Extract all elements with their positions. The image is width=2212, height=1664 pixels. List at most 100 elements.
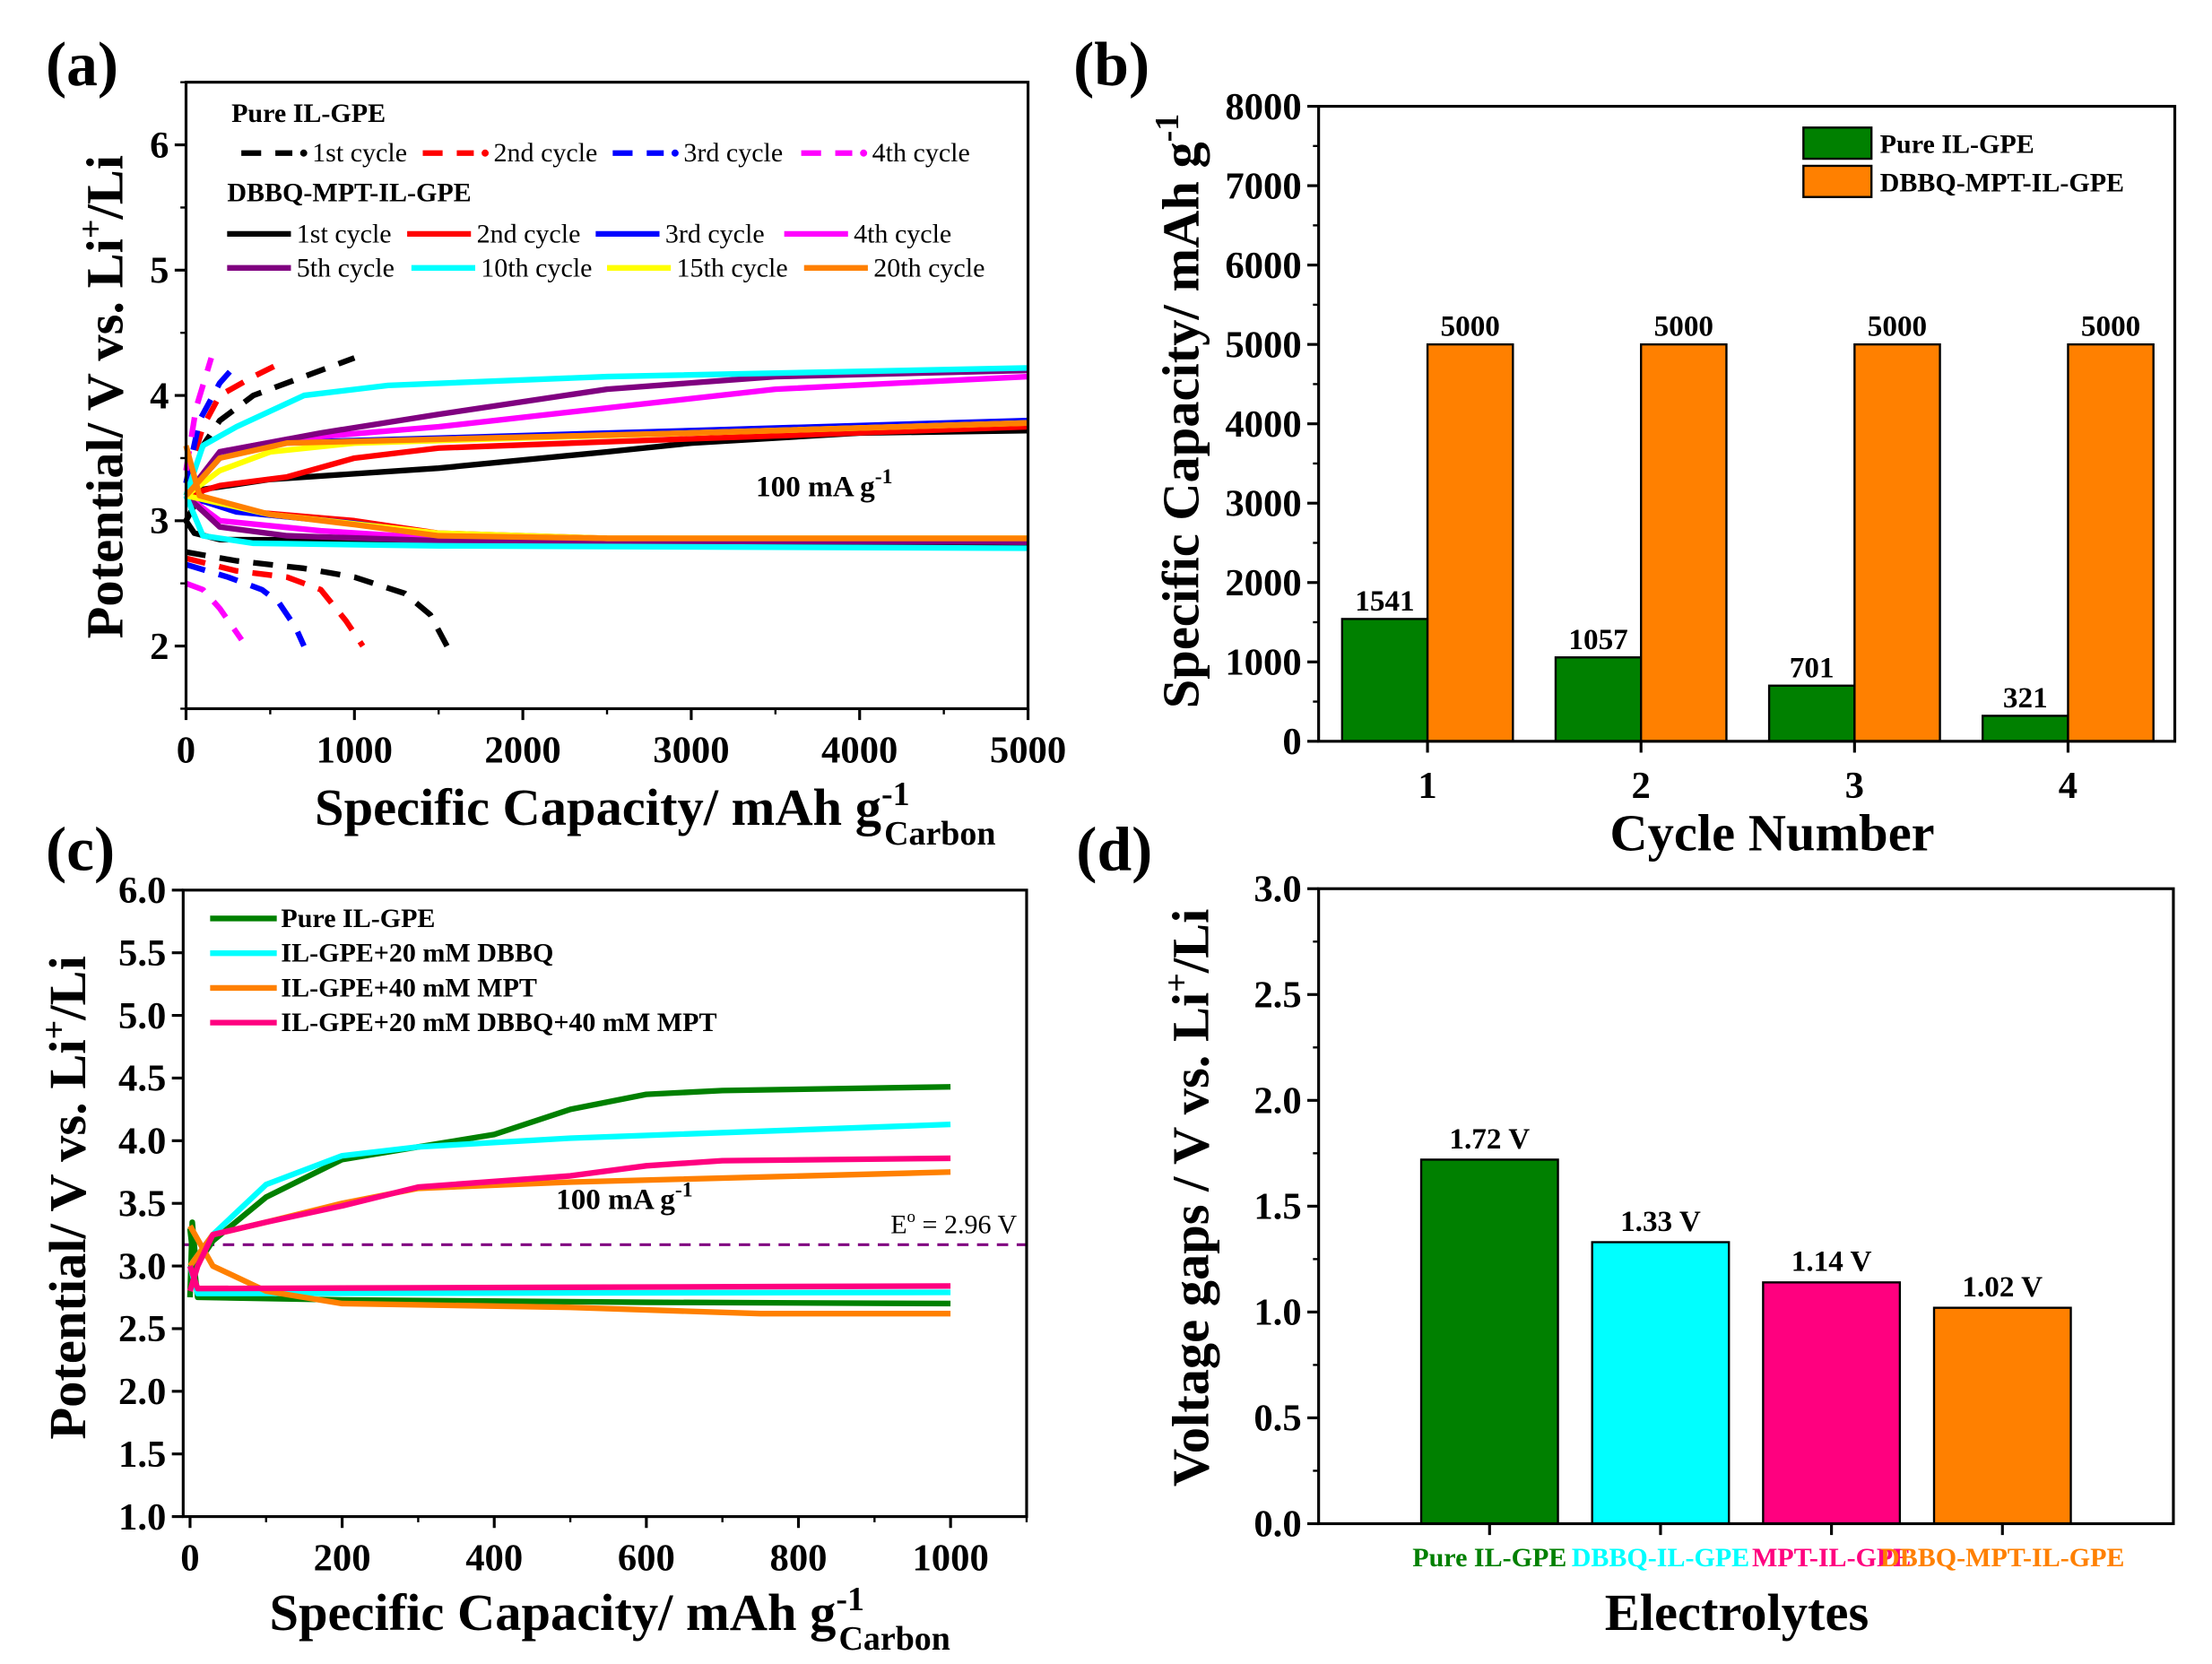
panel-a-x-tick-label: 0	[177, 730, 195, 772]
panel-a-charge-curve	[183, 362, 239, 484]
panel-a-y-tick-label: 5	[150, 250, 169, 292]
panel-b-y-tick-label: 3000	[1225, 482, 1301, 524]
bar-value-label: 5000	[1654, 310, 1713, 343]
panel-a-charge-curve	[183, 361, 281, 484]
legend-label: 4th cycle	[872, 138, 970, 168]
legend-label: 15th cycle	[676, 253, 787, 282]
panel-a-charge-curve	[183, 367, 1028, 498]
panel-a-x-tick-label: 2000	[484, 730, 560, 772]
panel-b-y-tick-label: 1000	[1225, 642, 1301, 684]
panel-a-charge-curve	[184, 420, 1028, 498]
panel-a-discharge-curve	[185, 549, 450, 648]
bar-pure-il-gpe-cycle-2	[1554, 656, 1643, 743]
panel-a-discharge-curve	[185, 561, 307, 647]
panel-a-charge-curve	[185, 423, 1028, 498]
panel-label-c: (c)	[46, 816, 115, 885]
bar-dbbq-mpt-il-gpe-cycle-1	[1426, 342, 1514, 743]
panel-d-y-tick-label: 2.5	[1253, 975, 1301, 1017]
panel-a-rate-annotation: 100 mA g-1	[756, 465, 893, 503]
panel-d-category-label: DBBQ-IL-GPE	[1572, 1543, 1749, 1573]
legend-label: IL-GPE+20 mM DBBQ	[281, 939, 553, 968]
panel-c-x-tick-label: 0	[180, 1538, 199, 1580]
bar-value-label: 1.72 V	[1449, 1122, 1530, 1156]
panel-c-y-tick-label: 2.5	[118, 1308, 166, 1350]
panel-c-x-axis-title: Specific Capacity/ mAh g-1 Carbon	[269, 1581, 950, 1658]
panel-b-x-tick-label: 3	[1845, 765, 1864, 807]
legend-label: 4th cycle	[854, 219, 951, 248]
panel-c-x-tick-label: 600	[618, 1538, 675, 1580]
legend-swatch-pure-il-gpe	[1802, 126, 1873, 160]
panel-a-discharge-curve	[183, 445, 1028, 542]
panel-a-discharge-curve	[185, 555, 366, 648]
panel-a-x-tick-label: 3000	[653, 730, 729, 772]
panel-a-legend: 1st cycle 2nd cycle 3rd cycle 4th cycle 1st …	[227, 138, 985, 282]
bar-value-label: 1.02 V	[1962, 1270, 2043, 1304]
legend-label: IL-GPE+40 mM MPT	[281, 973, 537, 1002]
panel-c-x-tick-label: 200	[314, 1538, 371, 1580]
panel-a-y-tick-label: 3	[150, 500, 169, 542]
panel-c-y-tick-label: 1.0	[118, 1496, 166, 1538]
panel-d-y-tick-label: 3.0	[1253, 868, 1301, 910]
panel-c-reference-label: Eo = 2.96 V	[890, 1208, 1017, 1240]
legend-label: 20th cycle	[873, 253, 985, 282]
panel-b-x-axis-title: Cycle Number	[1609, 804, 1934, 862]
bar-pure-il-gpe-cycle-4	[1982, 715, 2069, 743]
panel-a-charge-curve	[183, 365, 1028, 497]
bar-value-label: 1.33 V	[1620, 1205, 1701, 1238]
bar-pure-il-gpe-cycle-1	[1340, 618, 1429, 743]
panel-d-category-label: DBBQ-MPT-IL-GPE	[1880, 1543, 2124, 1573]
panel-a-y-tick-label: 6	[150, 125, 169, 167]
bar-value-label: 1.14 V	[1791, 1245, 1872, 1278]
panel-d-y-tick-label: 2.0	[1253, 1080, 1301, 1122]
legend-dot	[860, 149, 868, 157]
panel-d-y-tick-label: 1.0	[1253, 1292, 1301, 1334]
panel-c-charge-curve	[187, 1155, 951, 1292]
bar-value-label: 5000	[1441, 310, 1500, 343]
legend-label-dbbq-mpt-il-gpe: DBBQ-MPT-IL-GPE	[1880, 168, 2124, 197]
legend-label: 10th cycle	[481, 253, 592, 282]
panel-c-chart: Specific Capacity/ mAh g-1 Carbon Potenti…	[36, 870, 1028, 1658]
panel-a-x-tick-label: 1000	[317, 730, 393, 772]
panel-c-y-tick-label: 5.5	[118, 932, 166, 975]
legend-label: 1st cycle	[312, 138, 407, 168]
bar-value-label: 1057	[1568, 623, 1627, 656]
panel-c-x-tick-label: 1000	[912, 1538, 988, 1580]
panel-b-y-axis-title: Specific Capacity/ mAh g-1	[1149, 114, 1210, 709]
panel-b-y-tick-label: 2000	[1225, 562, 1301, 604]
panel-c-legend: Pure IL-GPE IL-GPE+20 mM DBBQ IL-GPE+40 mM…	[210, 904, 716, 1037]
panel-c-y-axis-title: Potential/ V vs. Li+/Li	[36, 956, 97, 1439]
panel-a-x-tick-label: 4000	[821, 730, 898, 772]
bar-value-label: 321	[2003, 681, 2048, 715]
bar-mpt-il-gpe	[1762, 1281, 1902, 1525]
legend-dot	[671, 149, 679, 157]
legend-swatch-dbbq-mpt-il-gpe	[1802, 164, 1873, 198]
panel-d-y-axis-title: Voltage gaps / V vs. Li+/Li	[1158, 909, 1219, 1487]
panel-label-a: (a)	[46, 30, 118, 100]
bar-value-label: 5000	[1868, 310, 1927, 343]
panel-b-chart: Cycle Number Specific Capacity/ mAh g-1 …	[1149, 86, 2177, 862]
bar-value-label: 1541	[1355, 585, 1414, 618]
legend-label: 2nd cycle	[477, 219, 581, 248]
panel-c-y-tick-label: 3.0	[118, 1245, 166, 1287]
panel-b-y-tick-label: 7000	[1225, 165, 1301, 207]
panel-b-x-tick-label: 2	[1632, 765, 1651, 807]
panel-b-x-tick-label: 1	[1418, 765, 1436, 807]
panel-c-x-tick-label: 400	[465, 1538, 523, 1580]
legend-label-pure-il-gpe: Pure IL-GPE	[1880, 130, 2034, 160]
panel-d-y-tick-label: 0.0	[1253, 1504, 1301, 1546]
panel-c-y-tick-label: 4.5	[118, 1058, 166, 1100]
bar-pure-il-gpe	[1419, 1158, 1559, 1525]
panel-b-x-tick-label: 4	[2059, 765, 2078, 807]
legend-label: 5th cycle	[297, 253, 395, 282]
panel-a-y-axis-title: Potential/ V vs. Li+/Li	[73, 155, 134, 638]
panel-a-x-axis-title: Specific Capacity/ mAh g-1 Carbon	[315, 776, 995, 853]
panel-b-y-tick-label: 6000	[1225, 245, 1301, 287]
legend-dot	[481, 149, 490, 157]
panel-label-d: (d)	[1076, 816, 1152, 885]
bar-dbbq-mpt-il-gpe-cycle-2	[1640, 342, 1728, 743]
bar-dbbq-mpt-il-gpe-cycle-3	[1853, 342, 1941, 743]
legend-label: Pure IL-GPE	[281, 904, 435, 933]
panel-c-rate-annotation: 100 mA g-1	[556, 1178, 693, 1216]
bar-value-label: 5000	[2081, 310, 2140, 343]
panel-a-discharge-curve	[185, 580, 245, 642]
